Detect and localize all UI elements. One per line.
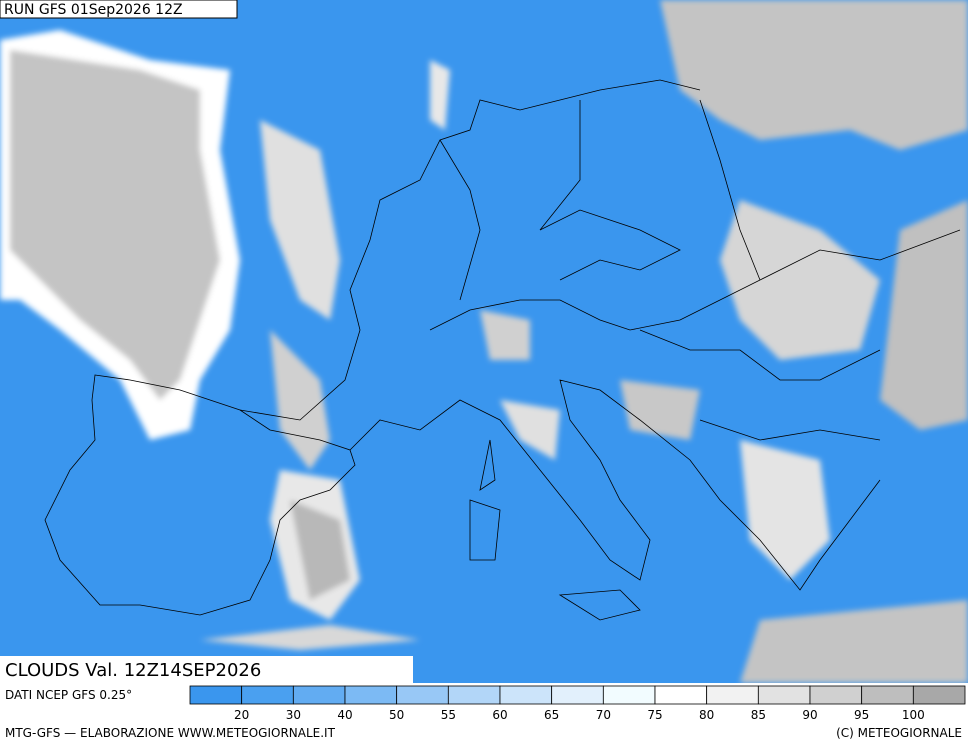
legend-swatch (241, 685, 294, 705)
legend-label: 90 (802, 708, 817, 722)
legend-swatch (551, 685, 604, 705)
legend-label: 80 (699, 708, 714, 722)
legend-label: 75 (647, 708, 662, 722)
legend-swatch (757, 685, 811, 705)
legend-label: 100 (902, 708, 925, 722)
legend-swatch (344, 685, 398, 705)
legend-label: 50 (389, 708, 404, 722)
legend-swatch (499, 685, 553, 705)
legend-label: 65 (544, 708, 559, 722)
copyright: (C) METEOGIORNALE (836, 726, 962, 740)
legend-swatch (912, 685, 966, 705)
legend-swatch (706, 685, 759, 705)
legend-label: 70 (596, 708, 611, 722)
color-legend: 20 30 40 50 55 60 65 70 75 80 85 90 95 100 (189, 685, 966, 722)
legend-label: 85 (751, 708, 766, 722)
legend-label: 55 (441, 708, 456, 722)
legend-label: 30 (286, 708, 301, 722)
cloud-cover (0, 0, 968, 683)
data-source: DATI NCEP GFS 0.25° (5, 688, 132, 702)
run-box (0, 0, 238, 19)
legend-swatch (809, 685, 863, 705)
legend-swatch (602, 685, 656, 705)
legend-label: 95 (854, 708, 869, 722)
legend-swatch (861, 685, 914, 705)
legend-swatch (396, 685, 449, 705)
legend-swatch (654, 685, 708, 705)
legend-swatch (292, 685, 346, 705)
map-title: CLOUDS Val. 12Z14SEP2026 (5, 660, 261, 681)
legend-label: 60 (492, 708, 507, 722)
coastlines-borders (44, 79, 961, 621)
legend-swatch (447, 685, 501, 705)
legend-label: 20 (234, 708, 249, 722)
credit: MTG-GFS — ELABORAZIONE WWW.METEOGIORNALE… (5, 726, 336, 740)
legend-label: 40 (337, 708, 352, 722)
title-box (0, 656, 413, 683)
legend-swatch (189, 685, 243, 705)
run-label: RUN GFS 01Sep2026 12Z (4, 2, 183, 18)
